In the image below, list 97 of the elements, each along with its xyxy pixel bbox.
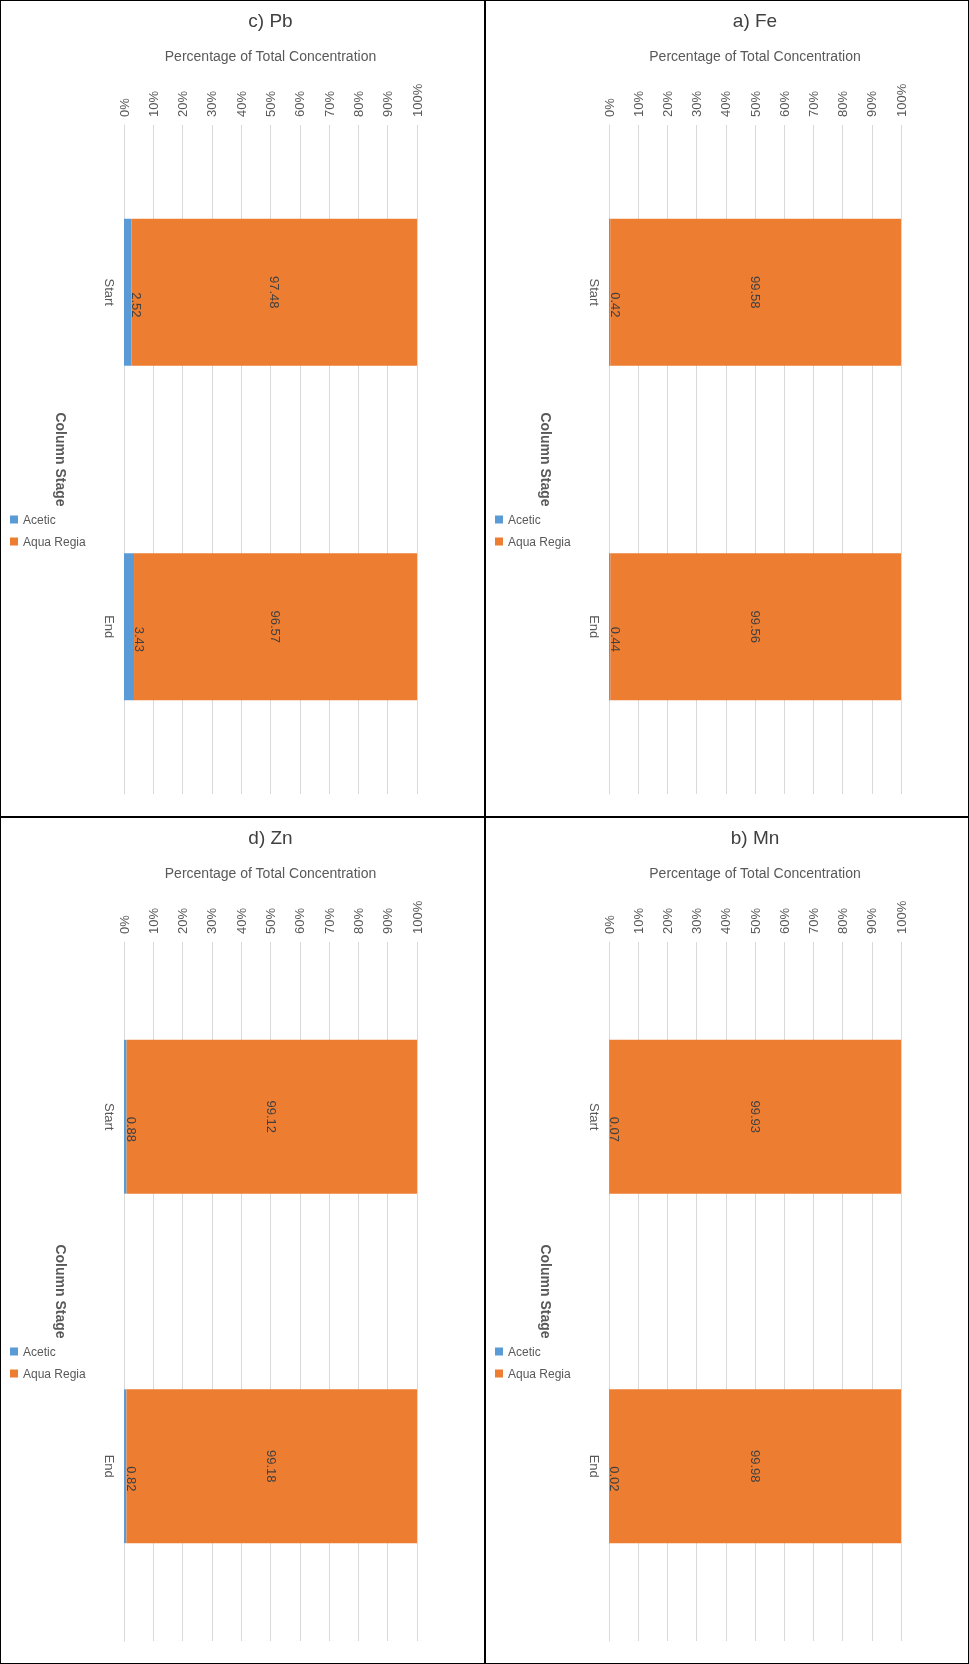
x-tick-label: 90% <box>380 907 396 934</box>
legend-label: Aqua Regia <box>23 1366 87 1381</box>
y-tick-label: End <box>102 1454 117 1478</box>
chart-title: c) Pb <box>248 10 293 32</box>
x-tick-label: 20% <box>175 90 191 117</box>
y-tick-label: Start <box>102 1103 117 1131</box>
bar <box>124 1039 127 1194</box>
bar <box>131 218 417 366</box>
y-tick-label: Start <box>102 278 117 307</box>
x-tick-label: 50% <box>747 907 763 934</box>
x-tick-label: 20% <box>659 907 675 934</box>
x-tick-label: 60% <box>292 907 308 934</box>
y-tick-label: End <box>587 615 602 639</box>
y-tick-label: Start <box>587 278 602 307</box>
x-tick-label: 10% <box>145 907 161 934</box>
x-tick-label: 30% <box>689 907 705 934</box>
legend-label: Aqua Regia <box>23 534 87 549</box>
y-axis-title: Column Stage <box>53 412 69 507</box>
x-axis-title: Percentage of Total Concentration <box>164 48 377 64</box>
bar <box>124 218 132 366</box>
x-tick-label: 10% <box>145 90 161 117</box>
data-label: 3.43 <box>131 626 147 653</box>
legend-label: Aqua Regia <box>508 534 572 549</box>
data-label: 2.52 <box>128 292 144 318</box>
x-axis-title: Percentage of Total Concentration <box>649 865 861 881</box>
data-label: 99.93 <box>747 1100 763 1134</box>
x-tick-label: 0% <box>601 97 617 117</box>
x-tick-label: 100% <box>409 900 425 934</box>
legend-label: Acetic <box>23 512 56 527</box>
y-axis-title: Column Stage <box>538 1244 554 1339</box>
x-tick-label: 90% <box>864 907 880 934</box>
data-label: 0.42 <box>607 292 623 318</box>
x-tick-label: 100% <box>893 900 909 934</box>
data-label: 0.44 <box>607 626 623 653</box>
y-tick-label: End <box>102 615 117 639</box>
x-tick-label: 80% <box>835 907 851 934</box>
bar <box>610 218 901 366</box>
data-label: 0.88 <box>124 1116 140 1143</box>
chart-title: d) Zn <box>248 827 293 849</box>
x-tick-label: 70% <box>321 907 337 934</box>
x-tick-label: 70% <box>805 90 821 117</box>
bar <box>124 553 135 701</box>
x-tick-label: 50% <box>747 90 763 117</box>
bar <box>126 1039 417 1194</box>
x-tick-label: 0% <box>116 97 132 117</box>
x-tick-label: 40% <box>718 90 734 117</box>
x-tick-label: 70% <box>805 907 821 934</box>
data-label: 99.56 <box>748 610 764 644</box>
data-label: 99.18 <box>264 1449 280 1483</box>
data-label: 99.58 <box>748 275 764 309</box>
x-tick-label: 60% <box>776 90 792 117</box>
x-tick-label: 80% <box>835 90 851 117</box>
data-label: 0.02 <box>606 1466 622 1492</box>
x-tick-label: 40% <box>233 90 249 117</box>
x-tick-label: 60% <box>292 90 308 117</box>
chart-title: b) Mn <box>730 827 780 849</box>
x-tick-label: 30% <box>204 907 220 934</box>
x-tick-label: 10% <box>630 907 646 934</box>
data-label: 96.57 <box>268 610 284 644</box>
x-axis-title: Percentage of Total Concentration <box>164 865 377 881</box>
data-label: 0.82 <box>123 1466 139 1492</box>
x-tick-label: 80% <box>350 90 366 117</box>
x-tick-label: 30% <box>204 90 220 117</box>
x-tick-label: 100% <box>893 83 909 117</box>
bar <box>126 1389 417 1544</box>
x-tick-label: 20% <box>659 90 675 117</box>
x-tick-label: 60% <box>776 907 792 934</box>
y-tick-label: End <box>587 1454 602 1478</box>
y-axis-title: Column Stage <box>538 412 554 507</box>
chart-title: a) Fe <box>732 10 778 32</box>
x-tick-label: 70% <box>321 90 337 117</box>
x-tick-label: 40% <box>233 907 249 934</box>
data-label: 99.12 <box>264 1100 280 1134</box>
legend-label: Acetic <box>508 512 541 527</box>
legend-label: Acetic <box>23 1344 56 1359</box>
x-tick-label: 100% <box>409 83 425 117</box>
x-tick-label: 10% <box>630 90 646 117</box>
x-tick-label: 0% <box>601 914 617 934</box>
x-tick-label: 90% <box>380 90 396 117</box>
x-tick-label: 0% <box>116 914 132 934</box>
data-label: 0.07 <box>606 1116 622 1143</box>
x-tick-label: 20% <box>175 907 191 934</box>
data-label: 99.98 <box>747 1449 763 1483</box>
y-tick-label: Start <box>587 1103 602 1131</box>
legend-label: Acetic <box>508 1344 541 1359</box>
x-axis-title: Percentage of Total Concentration <box>649 48 861 64</box>
x-tick-label: 80% <box>350 907 366 934</box>
legend-label: Aqua Regia <box>508 1366 572 1381</box>
x-tick-label: 50% <box>263 90 278 117</box>
y-axis-title: Column Stage <box>53 1244 69 1339</box>
data-label: 97.48 <box>266 275 282 309</box>
x-tick-label: 50% <box>263 907 278 934</box>
x-tick-label: 40% <box>718 907 734 934</box>
x-tick-label: 90% <box>864 90 880 117</box>
bar <box>610 553 901 701</box>
x-tick-label: 30% <box>689 90 705 117</box>
bar <box>134 553 417 701</box>
